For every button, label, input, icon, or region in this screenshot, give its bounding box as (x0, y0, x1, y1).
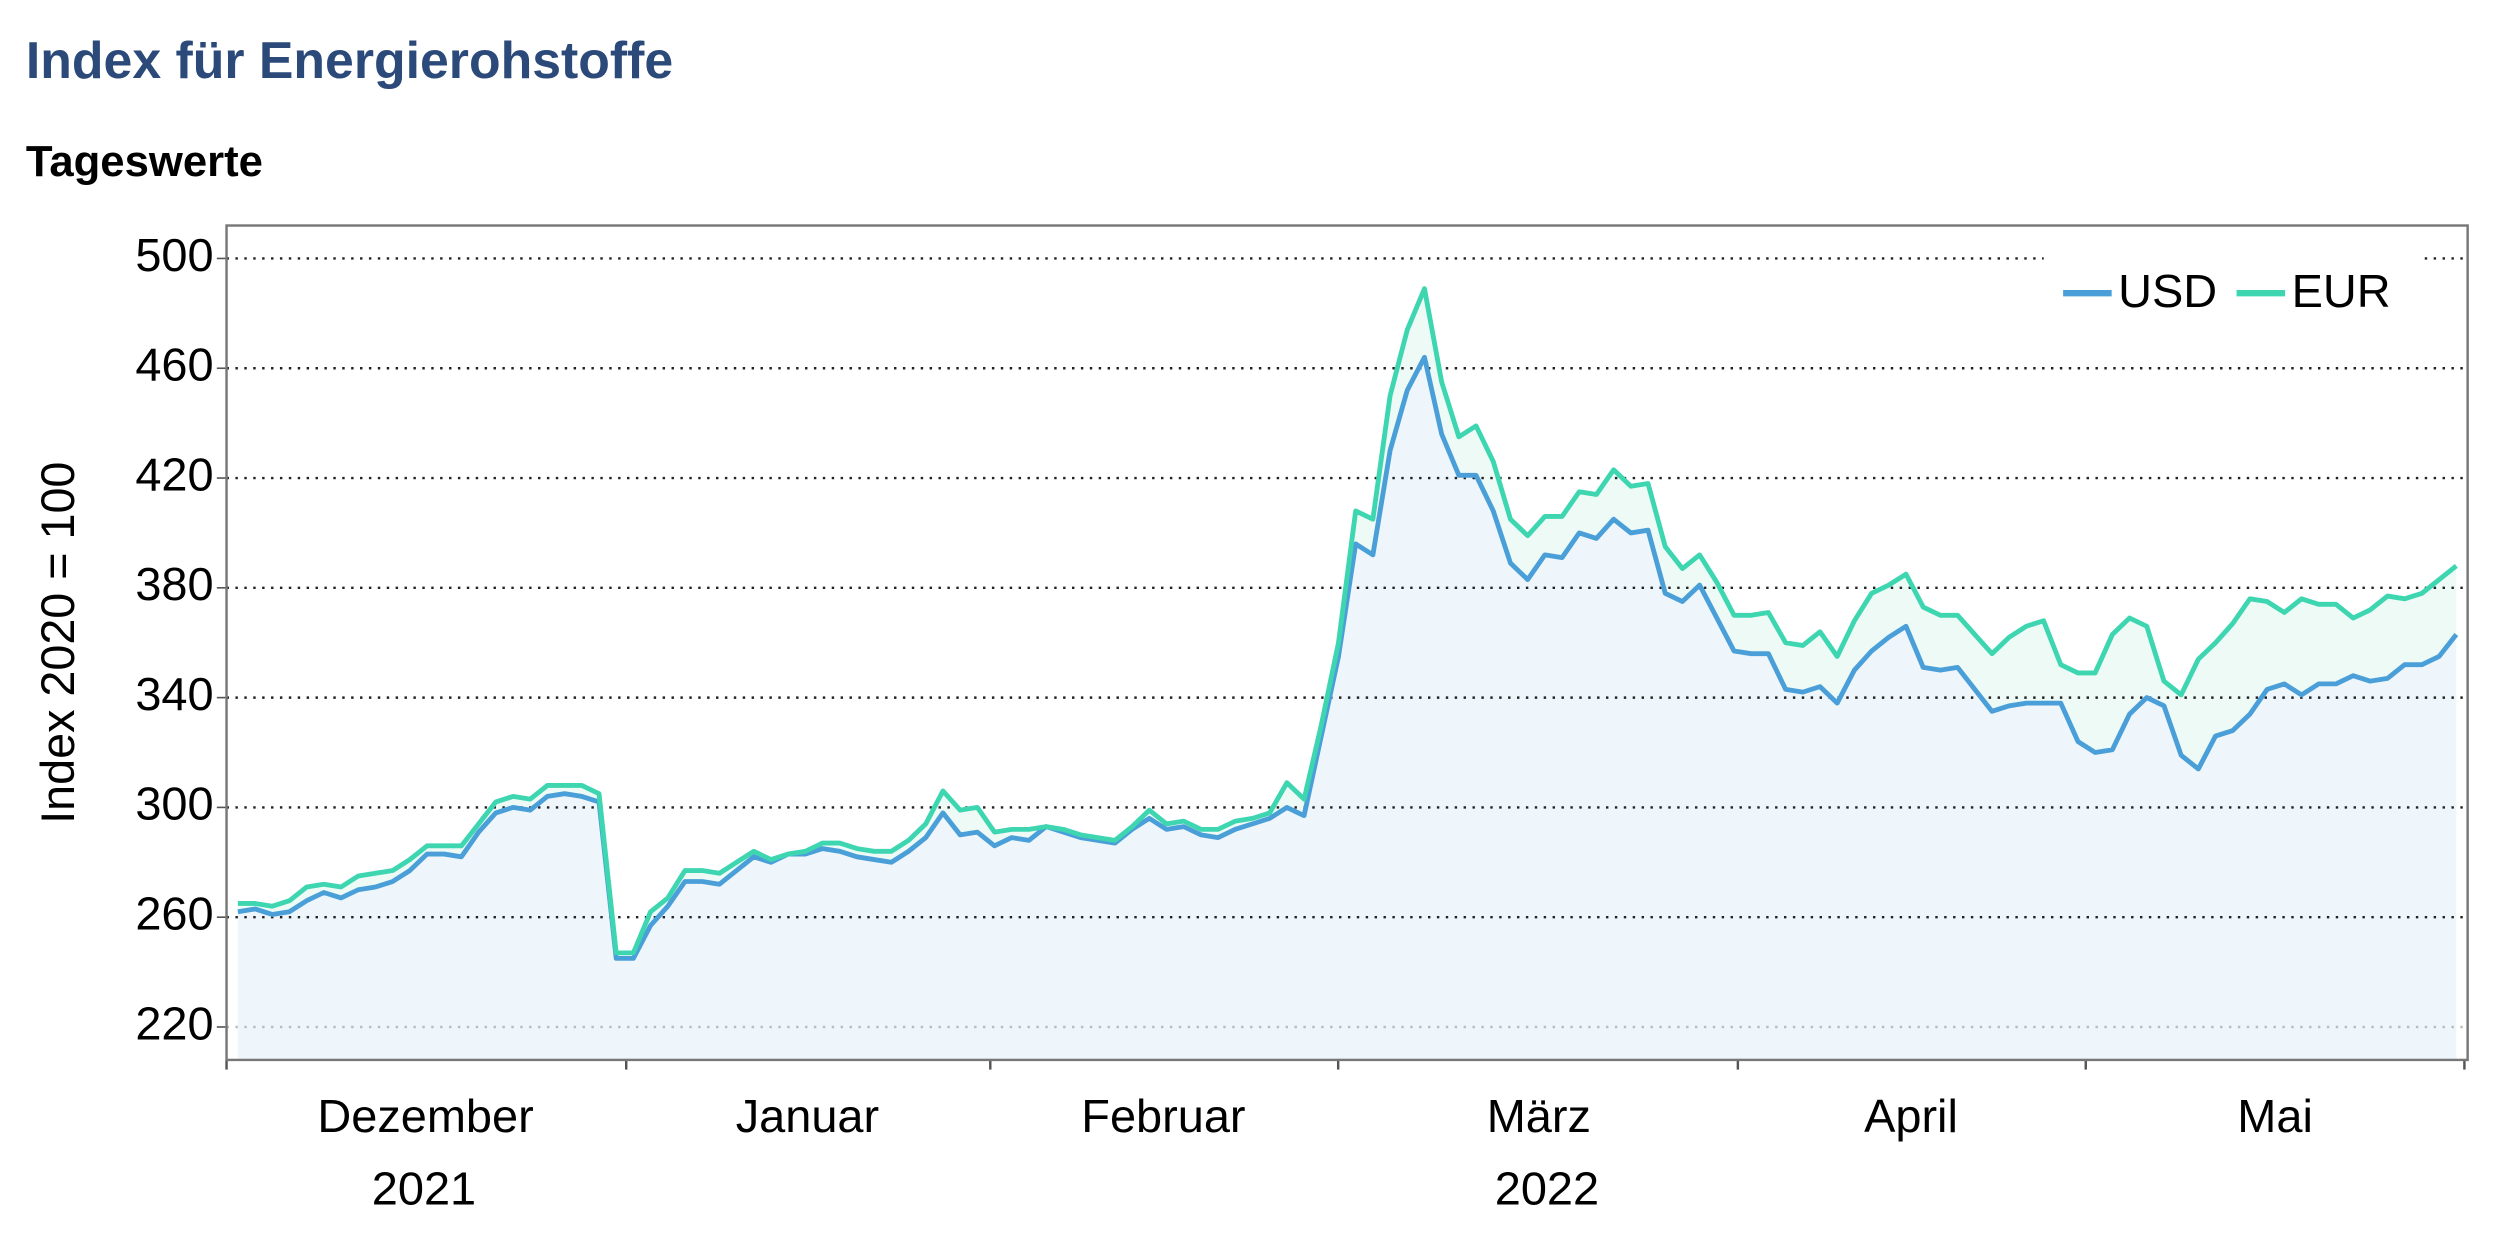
y-tick-label: 500 (135, 229, 213, 281)
area (237, 357, 2457, 1060)
line (237, 286, 2458, 956)
x-tick-label: April (1864, 1090, 1958, 1142)
y-tick-label: 460 (135, 339, 213, 391)
chart-title: Index für Energierohstoffe (26, 31, 673, 89)
plot-frame (225, 224, 2469, 1062)
x-tick-label: Dezember (317, 1090, 533, 1142)
chart-subtitle: Tageswerte (26, 138, 263, 186)
x-tick-label: Mai (2237, 1090, 2313, 1142)
legend-label: EUR (2292, 265, 2391, 317)
x-year-label: 2021 (372, 1162, 476, 1214)
x-tick-label: März (1487, 1090, 1591, 1142)
y-tick-label: 260 (135, 888, 213, 940)
x-tick-label: Februar (1081, 1090, 1245, 1142)
x-year-label: 2022 (1495, 1162, 1599, 1214)
x-tick-label: Januar (736, 1090, 879, 1142)
y-tick-label: 340 (135, 668, 213, 720)
y-tick-label: 380 (135, 558, 213, 610)
y-tick-label: 420 (135, 448, 213, 500)
y-axis-label: Index 2020 = 100 (32, 462, 84, 824)
y-tick-label: 300 (135, 778, 213, 830)
y-tick-label: 220 (135, 997, 213, 1049)
legend-label: USD (2118, 265, 2217, 317)
